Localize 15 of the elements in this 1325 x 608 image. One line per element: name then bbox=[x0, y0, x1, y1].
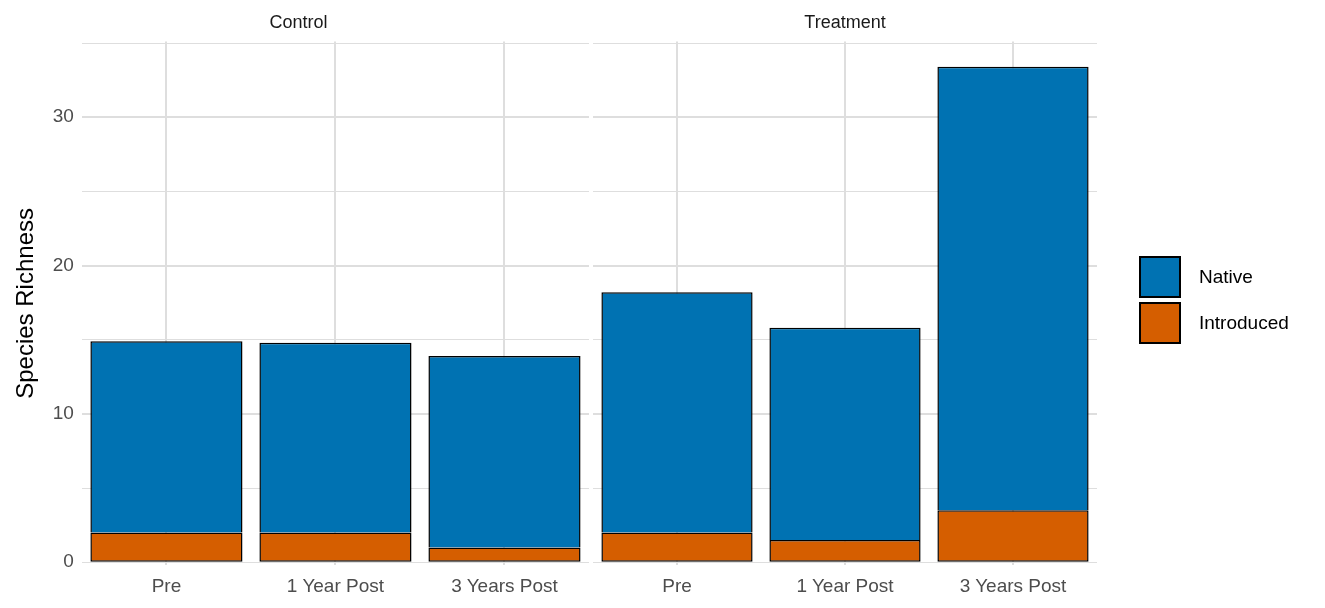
chart-title: Treatment bbox=[804, 11, 886, 32]
y-axis-title: Species Richness bbox=[11, 208, 39, 399]
text: Native bbox=[1199, 266, 1253, 288]
x-tick-label: 3 Years Post bbox=[959, 574, 1068, 596]
x-tick-label: 1 Year Post bbox=[286, 574, 385, 596]
x-tick-label: Pre bbox=[151, 574, 182, 596]
x-tick-label: Pre bbox=[662, 574, 692, 596]
y-tick-label: 0 bbox=[63, 550, 74, 572]
legend-label: Introduced bbox=[1199, 312, 1289, 334]
x-tick-label: 3 Years Post bbox=[451, 574, 559, 596]
y-tick-label: 10 bbox=[52, 402, 74, 424]
y-tick-label: 20 bbox=[52, 253, 74, 275]
x-tick-label: 1 Year Post bbox=[796, 574, 895, 596]
y-tick-label: 30 bbox=[52, 105, 74, 127]
chart-title: Control bbox=[269, 11, 328, 32]
